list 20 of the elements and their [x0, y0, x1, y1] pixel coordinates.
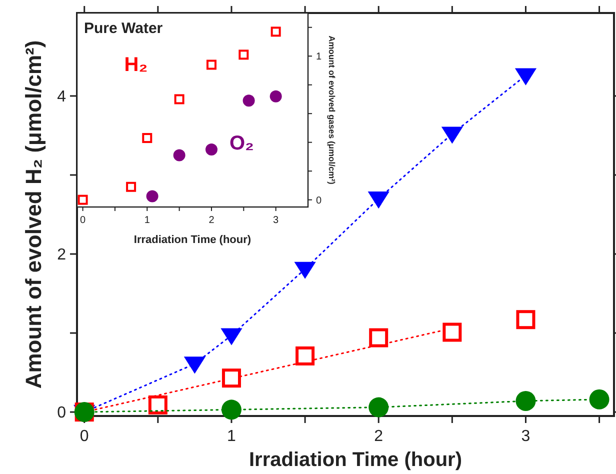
x-tick-label: 0 [80, 215, 86, 226]
x-axis-title: Irradiation Time (hour) [249, 449, 462, 471]
series-label: H₂ [124, 54, 148, 76]
x-tick-label: 1 [227, 428, 236, 445]
y-tick-label: 2 [57, 246, 66, 264]
y-axis-title: Amount of evolved H₂ (μmol/cm²) [21, 40, 46, 389]
x-tick-label: 1 [144, 215, 150, 226]
y2-tick-label: 1 [316, 52, 322, 63]
x-tick-label: 2 [374, 428, 384, 445]
series-label: O₂ [229, 132, 254, 155]
y-tick-label: 4 [57, 88, 66, 106]
x-tick-label: 3 [273, 215, 280, 226]
y-tick-label: 0 [57, 404, 66, 422]
x-tick-label: 0 [80, 428, 89, 445]
annotation: Pure Water [84, 20, 163, 37]
y2-axis-title: Amount of evolved gases (μmol/cm²) [327, 36, 337, 185]
x-tick-label: 3 [521, 428, 530, 445]
y2-tick-label: 0 [316, 195, 322, 206]
x-tick-label: 2 [208, 215, 215, 226]
x-axis-title: Irradiation Time (hour) [134, 234, 252, 246]
